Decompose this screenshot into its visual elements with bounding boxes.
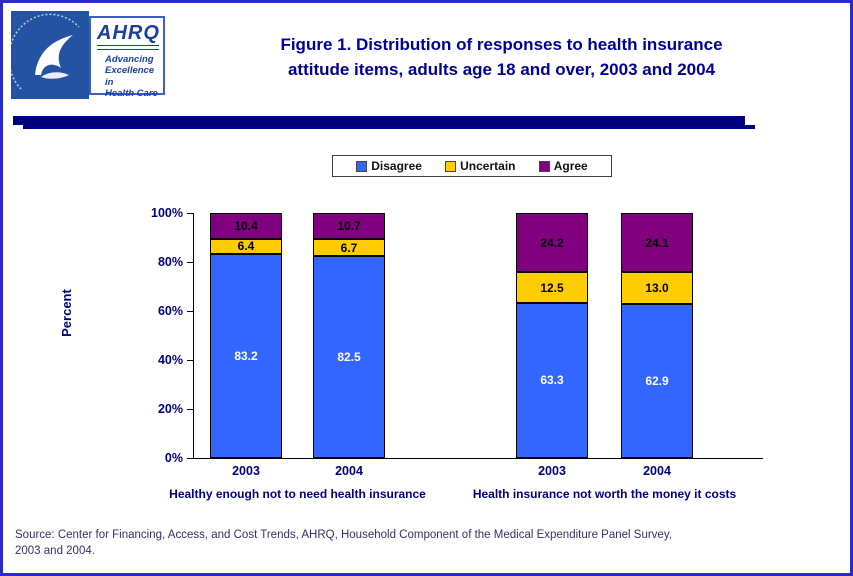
legend-item-agree: Agree	[538, 159, 588, 173]
plot-area: 10.4 6.4 83.2 2003 10.7 6.7 82.5 2004 Healthy e…	[169, 213, 763, 501]
y-tick-label: 40%	[157, 353, 183, 367]
legend-swatch-disagree	[356, 160, 368, 172]
figure-title-line2: attitude items, adults age 18 and over, …	[287, 59, 716, 79]
stacked-bar-2004: 10.7 6.7 82.5 2004	[313, 213, 385, 478]
segment-uncertain: 6.7	[313, 239, 385, 256]
y-tick-mark	[187, 261, 193, 263]
ahrq-tagline-line2: Excellence in	[105, 65, 155, 88]
figure-title-line1: Figure 1. Distribution of responses to h…	[280, 35, 723, 54]
y-tick-label: 80%	[157, 255, 183, 269]
y-tick-label: 60%	[157, 304, 183, 318]
y-axis-title: Percent	[59, 289, 74, 337]
ahrq-tagline: Advancing Excellence in Health Care	[97, 54, 159, 100]
bar-group-healthy-enough: 10.4 6.4 83.2 2003 10.7 6.7 82.5 2004 Healthy e…	[169, 213, 426, 501]
y-tick-label: 20%	[157, 402, 183, 416]
ahrq-tagline-line1: Advancing	[105, 54, 154, 65]
legend-item-uncertain: Uncertain	[445, 159, 516, 173]
y-tick: 20%	[158, 402, 193, 416]
figure-title: Figure 1. Distribution of responses to h…	[183, 33, 820, 82]
ahrq-logo-stripes	[97, 45, 159, 50]
y-tick-mark	[187, 359, 193, 361]
segment-disagree: 63.3	[516, 302, 588, 458]
legend: Disagree Uncertain Agree	[332, 155, 612, 177]
y-axis-line	[193, 213, 194, 459]
hhs-logo	[8, 11, 89, 99]
segment-agree: 10.4	[210, 213, 282, 239]
bar-group-not-worth-money: 24.2 12.5 63.3 2003 24.1 13.0 62.9 2004 Health …	[473, 213, 736, 501]
legend-swatch-agree	[538, 160, 550, 172]
x-axis-line	[193, 458, 763, 459]
segment-uncertain: 12.5	[516, 272, 588, 303]
x-category-label: 2004	[335, 464, 363, 478]
y-tick: 40%	[158, 353, 193, 367]
group-label-not-worth-money: Health insurance not worth the money it …	[472, 487, 737, 501]
stacked-bar-2004: 24.1 13.0 62.9 2004	[621, 213, 693, 478]
source-note: Source: Center for Financing, Access, an…	[15, 528, 672, 559]
x-category-label: 2004	[643, 464, 671, 478]
divider-bar-shadow	[23, 125, 755, 129]
y-tick: 60%	[158, 304, 193, 318]
source-note-line1: Source: Center for Financing, Access, an…	[15, 529, 672, 541]
ahrq-logo: AHRQ Advancing Excellence in Health Care	[89, 16, 165, 99]
y-tick-mark	[187, 457, 193, 459]
stacked-bar-2003: 24.2 12.5 63.3 2003	[516, 213, 588, 478]
y-tick: 0%	[165, 451, 193, 465]
legend-swatch-uncertain	[445, 160, 457, 172]
segment-disagree: 83.2	[210, 254, 282, 458]
source-note-line2: 2003 and 2004.	[15, 544, 95, 557]
y-tick: 80%	[158, 255, 193, 269]
y-axis-ticks: 100% 80% 60% 40% 20% 0%	[123, 206, 193, 465]
ahrq-logo-text: AHRQ	[97, 22, 160, 44]
x-category-label: 2003	[232, 464, 260, 478]
ahrq-tagline-line3: Health Care	[105, 88, 158, 100]
group-label-healthy-enough: Healthy enough not to need health insura…	[169, 487, 426, 501]
y-tick: 100%	[151, 206, 193, 220]
segment-uncertain: 6.4	[210, 238, 282, 255]
y-tick-label: 100%	[151, 206, 183, 220]
divider-bar	[13, 116, 745, 125]
y-tick-mark	[187, 408, 193, 410]
stacked-bar-2003: 10.4 6.4 83.2 2003	[210, 213, 282, 478]
x-category-label: 2003	[538, 464, 566, 478]
y-tick-mark	[187, 310, 193, 312]
legend-label: Uncertain	[460, 159, 516, 173]
segment-agree: 24.1	[621, 213, 693, 273]
segment-uncertain: 13.0	[621, 272, 693, 304]
y-tick-mark	[187, 212, 193, 214]
segment-disagree: 82.5	[313, 255, 385, 458]
legend-label: Agree	[553, 159, 588, 173]
legend-label: Disagree	[371, 159, 422, 173]
bars-container: 24.2 12.5 63.3 2003 24.1 13.0 62.9 2004	[516, 213, 693, 478]
legend-item-disagree: Disagree	[356, 159, 422, 173]
hhs-eagle-icon	[8, 13, 80, 90]
segment-agree: 10.7	[313, 213, 385, 240]
segment-disagree: 62.9	[621, 303, 693, 458]
bars-container: 10.4 6.4 83.2 2003 10.7 6.7 82.5 2004	[210, 213, 385, 478]
segment-agree: 24.2	[516, 213, 588, 273]
y-tick-label: 0%	[164, 451, 183, 465]
